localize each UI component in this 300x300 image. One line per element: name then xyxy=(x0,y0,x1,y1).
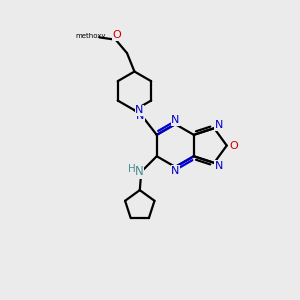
Text: N: N xyxy=(214,120,223,130)
Text: N: N xyxy=(171,115,179,125)
Text: N: N xyxy=(171,166,179,176)
Text: N: N xyxy=(136,111,144,121)
Text: N: N xyxy=(135,105,144,115)
Text: O: O xyxy=(229,140,238,151)
Text: H: H xyxy=(128,164,136,174)
Text: methoxy: methoxy xyxy=(76,33,106,39)
Text: N: N xyxy=(134,165,143,178)
Text: O: O xyxy=(112,30,121,40)
Text: N: N xyxy=(214,161,223,171)
